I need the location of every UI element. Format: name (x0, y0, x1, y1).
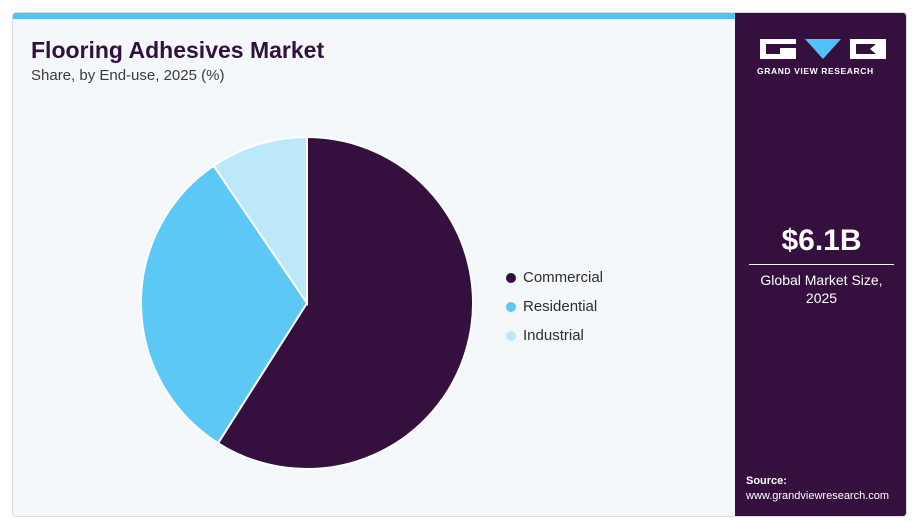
market-size-label-line2: 2025 (805, 290, 838, 306)
side-panel: GRAND VIEW RESEARCH $6.1B Global Market … (735, 13, 906, 516)
pie-slice-residential (140, 164, 309, 445)
market-size-label: Global Market Size, 2025 (735, 271, 906, 307)
legend-label-commercial: Commercial (523, 269, 604, 286)
grand-view-research-logo-icon (760, 39, 886, 59)
pie-slice-industrial (212, 135, 308, 307)
legend-item-commercial: Commercial (506, 263, 603, 292)
source-title: Source: (746, 475, 787, 487)
pie-slice-commercial (216, 135, 474, 470)
legend-label-industrial: Industrial (523, 327, 584, 344)
legend-dot-commercial (506, 272, 516, 283)
legend-item-industrial: Industrial (506, 321, 603, 350)
divider (749, 264, 894, 265)
source-url[interactable]: www.grandviewresearch.com (746, 490, 890, 502)
logo-text: GRAND VIEW RESEARCH (757, 66, 874, 76)
chart-title: Flooring Adhesives Market (31, 37, 325, 63)
pie-chart (140, 135, 474, 470)
legend-item-residential: Residential (506, 292, 603, 321)
top-accent-bar (13, 13, 735, 19)
legend-dot-residential (506, 301, 516, 312)
market-size-value: $6.1B (781, 224, 862, 257)
chart-legend: Commercial Residential Industrial (506, 263, 603, 350)
chart-card: Flooring Adhesives Market Share, by End-… (12, 12, 907, 517)
chart-subtitle: Share, by End-use, 2025 (%) (31, 67, 225, 84)
legend-dot-industrial (506, 330, 516, 341)
market-size-label-line1: Global Market Size, (760, 272, 883, 288)
legend-label-residential: Residential (523, 298, 598, 315)
